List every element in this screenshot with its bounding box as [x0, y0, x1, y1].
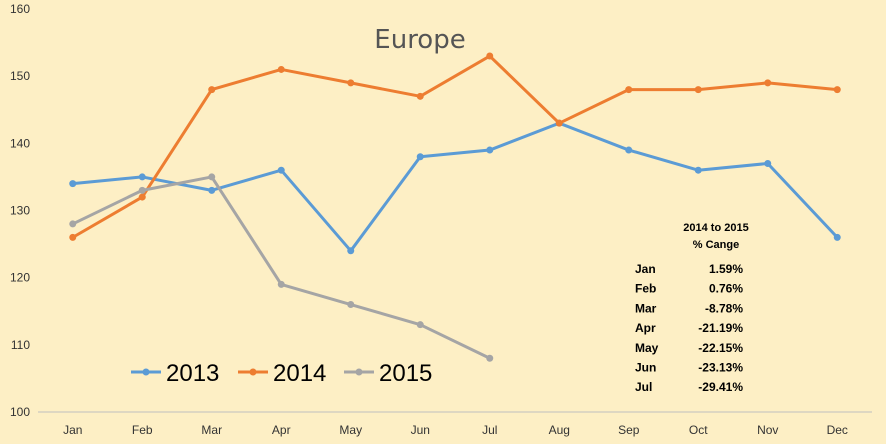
x-tick-label: Dec: [827, 423, 848, 437]
x-tick-label: Jun: [411, 423, 430, 437]
table-row: Mar -8.78%: [635, 301, 743, 315]
table-value: -21.19%: [698, 321, 743, 335]
legend: 2013 2014 2015: [131, 360, 432, 387]
percent-change-table: 2014 to 2015 % Cange Jan 1.59% Feb 0.76% Mar…: [628, 212, 758, 402]
x-tick-label: Sep: [618, 423, 640, 437]
data-point: [486, 146, 494, 154]
series-2014: [69, 52, 841, 241]
table-month: Mar: [635, 301, 657, 315]
table-value: 1.59%: [709, 262, 743, 276]
x-tick-label: May: [339, 423, 362, 437]
data-point: [208, 186, 216, 194]
data-point: [277, 280, 285, 288]
data-point: [347, 247, 355, 255]
series-2013: [69, 119, 841, 255]
x-tick-label: Mar: [201, 423, 222, 437]
y-tick-label: 140: [10, 136, 30, 150]
series-line: [71, 121, 839, 253]
data-point: [69, 233, 77, 241]
x-tick-label: Nov: [757, 423, 778, 437]
y-tick-label: 120: [10, 271, 30, 285]
legend-label: 2015: [379, 360, 432, 387]
data-point: [347, 79, 355, 87]
x-tick-label: Aug: [549, 423, 570, 437]
y-tick-label: 100: [10, 405, 30, 419]
data-point: [694, 86, 702, 94]
table-value: -29.41%: [698, 380, 743, 394]
table-row: Apr -21.19%: [635, 321, 743, 335]
data-point: [277, 65, 285, 73]
table-header-line-1: 2014 to 2015: [683, 222, 748, 234]
data-point: [764, 159, 772, 167]
x-tick-label: Apr: [272, 423, 291, 437]
y-tick-label: 130: [10, 204, 30, 218]
data-point: [277, 166, 285, 174]
table-month: May: [635, 341, 659, 355]
table-row: Jul -29.41%: [635, 380, 743, 394]
data-point: [833, 233, 841, 241]
data-point: [69, 180, 77, 188]
data-point: [555, 119, 563, 127]
table-header-line-2: % Cange: [693, 239, 739, 251]
table-month: Feb: [635, 282, 656, 296]
y-tick-label: 150: [10, 69, 30, 83]
data-point: [833, 86, 841, 94]
data-point: [416, 153, 424, 161]
x-tick-label: Feb: [132, 423, 153, 437]
legend-item: 2014: [238, 360, 326, 387]
series-2015: [69, 173, 494, 362]
data-point: [416, 92, 424, 100]
legend-marker: [355, 368, 363, 376]
legend-item: 2013: [131, 360, 219, 387]
table-background: [628, 212, 758, 402]
data-point: [694, 166, 702, 174]
table-row: Jun -23.13%: [635, 361, 743, 375]
y-tick-label: 160: [10, 2, 30, 16]
table-month: Apr: [635, 321, 656, 335]
table-value: 0.76%: [709, 282, 743, 296]
table-row: Feb 0.76%: [635, 282, 743, 296]
data-point: [347, 301, 355, 309]
table-month: Jul: [635, 380, 652, 394]
data-point: [208, 86, 216, 94]
y-axis-ticks: 100 110 120 130 140 150 160: [10, 2, 30, 419]
table-value: -22.15%: [698, 341, 743, 355]
data-point: [625, 86, 633, 94]
y-tick-label: 110: [11, 338, 30, 352]
data-point: [625, 146, 633, 154]
series-line: [71, 54, 839, 239]
x-tick-label: Oct: [689, 423, 708, 437]
legend-item: 2015: [344, 360, 432, 387]
x-tick-label: Jan: [63, 423, 82, 437]
x-axis-ticks: Jan Feb Mar Apr May Jun Jul Aug Sep Oct Nov Dec: [63, 423, 848, 437]
table-row: May -22.15%: [635, 341, 743, 355]
table-month: Jan: [635, 262, 656, 276]
data-point: [138, 193, 146, 201]
table-month: Jun: [635, 361, 656, 375]
legend-label: 2014: [273, 360, 326, 387]
table-rows: Jan 1.59% Feb 0.76% Mar -8.78% Apr -21.19% May -2…: [635, 262, 743, 394]
x-tick-label: Jul: [482, 423, 497, 437]
table-row: Jan 1.59%: [635, 262, 743, 276]
legend-marker: [142, 368, 150, 376]
data-point: [208, 173, 216, 181]
table-value: -23.13%: [698, 361, 743, 375]
data-point: [486, 52, 494, 60]
chart-title: Europe: [374, 25, 465, 55]
data-point: [138, 186, 146, 194]
data-point: [486, 354, 494, 362]
series-layer: [69, 52, 841, 362]
legend-marker: [249, 368, 257, 376]
data-point: [416, 321, 424, 329]
legend-label: 2013: [166, 360, 219, 387]
data-point: [138, 173, 146, 181]
table-value: -8.78%: [705, 301, 743, 315]
data-point: [764, 79, 772, 87]
data-point: [69, 220, 77, 228]
